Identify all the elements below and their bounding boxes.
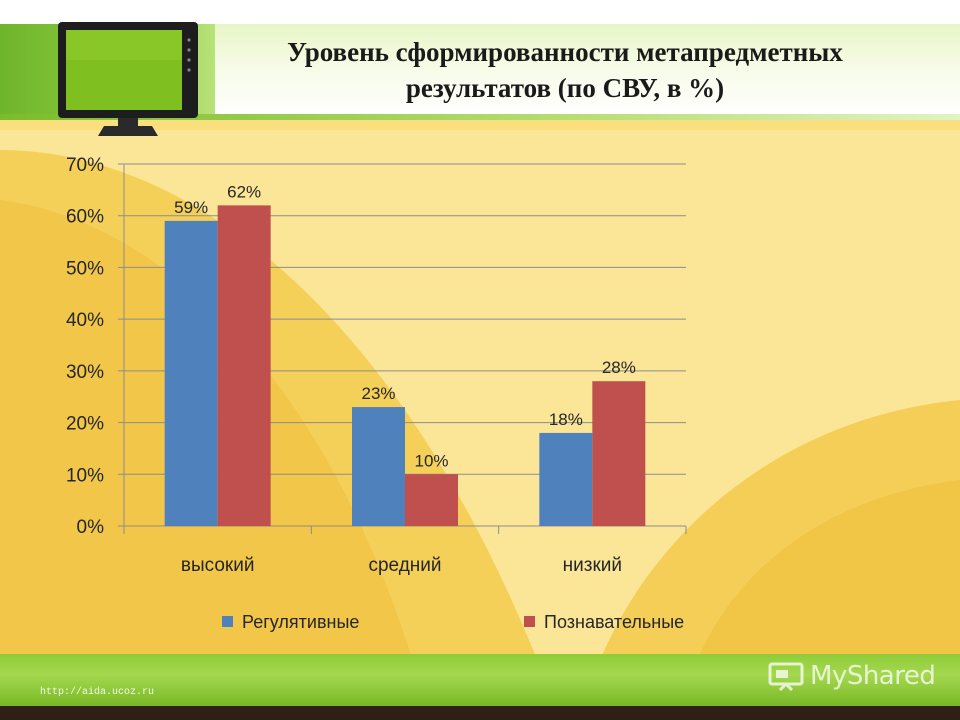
x-category-label: низкий: [563, 555, 622, 576]
chart-bars: [164, 205, 646, 526]
y-tick-label: 60%: [66, 207, 104, 228]
top-margin: [0, 0, 960, 24]
data-label: 23%: [361, 384, 395, 403]
y-tick-label: 0%: [77, 517, 105, 538]
y-tick-label: 50%: [66, 258, 104, 279]
bar: [592, 381, 646, 526]
bar: [539, 432, 593, 526]
presentation-icon: [768, 662, 804, 691]
bar: [352, 407, 405, 526]
y-tick-label: 10%: [66, 465, 104, 486]
chart-legend: Регулятивные Познавательные: [222, 612, 684, 632]
data-label: 62%: [227, 182, 261, 201]
bar: [217, 205, 271, 526]
data-label: 28%: [602, 358, 636, 377]
bar: [164, 220, 218, 526]
y-tick-label: 70%: [66, 155, 104, 176]
slide-title: Уровень сформированности метапредметных …: [205, 24, 925, 116]
y-tick-label: 30%: [66, 362, 104, 383]
x-category-label: высокий: [181, 555, 255, 576]
data-label: 10%: [414, 451, 448, 470]
watermark-logo: MyShared: [768, 658, 936, 694]
footer-url: http://aida.ucoz.ru: [40, 687, 155, 698]
legend-swatch: [222, 616, 233, 627]
slide-title-line-2: результатов (по СВУ, в %): [405, 73, 725, 103]
data-label: 18%: [549, 410, 583, 429]
y-tick-label: 20%: [66, 414, 104, 435]
y-tick-label: 40%: [66, 310, 104, 331]
chart-data-labels: 59% 62% 23% 10% 18% 28%: [174, 182, 636, 470]
chart-axes: 0% 10% 20% 30% 40% 50% 60% 70% высокий средний низ…: [66, 155, 687, 576]
monitor-icon: [58, 22, 198, 136]
slide-title-line-1: Уровень сформированности метапредметных: [287, 37, 843, 67]
legend-swatch: [524, 616, 535, 627]
footer-strip: [0, 706, 960, 720]
legend-label: Познавательные: [544, 612, 684, 632]
watermark-text: MyShared: [810, 661, 936, 691]
legend-label: Регулятивные: [242, 612, 359, 632]
x-category-label: средний: [368, 555, 441, 576]
header-divider: [0, 114, 960, 120]
data-label: 59%: [174, 198, 208, 217]
bar: [405, 474, 458, 526]
